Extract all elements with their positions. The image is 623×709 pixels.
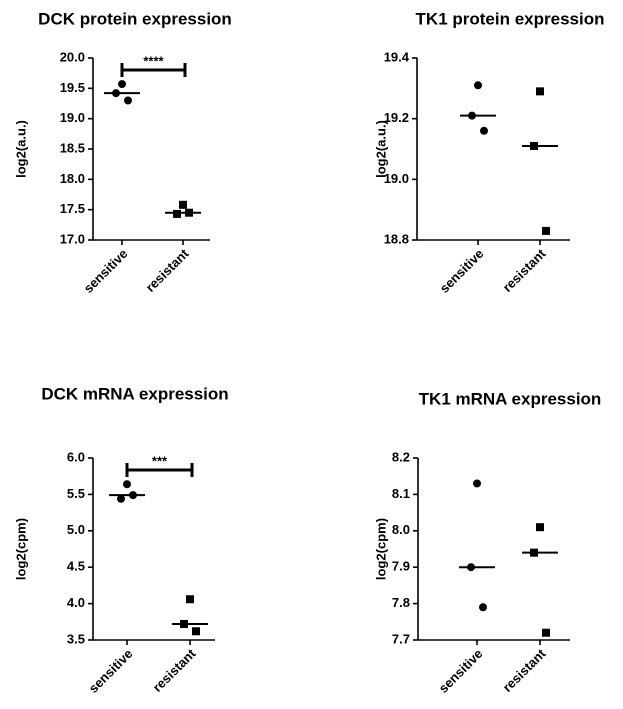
y-tick-label: 17.5 (60, 201, 85, 216)
data-point (480, 126, 488, 135)
chart-title: TK1 mRNA expression (419, 389, 602, 408)
data-point (192, 627, 200, 636)
data-point (179, 200, 187, 209)
y-tick-label: 19.2 (384, 110, 409, 125)
y-tick-label: 18.0 (60, 171, 85, 186)
x-tick-label: resistant (500, 245, 549, 294)
y-tick-label: 3.5 (67, 631, 85, 646)
x-tick-label: sensitive (437, 246, 487, 296)
y-tick-label: 19.4 (384, 49, 410, 64)
y-tick-label: 4.0 (67, 595, 85, 610)
y-tick-label: 5.5 (67, 486, 85, 501)
chart-title: DCK protein expression (38, 9, 232, 28)
y-tick-label: 7.7 (392, 631, 410, 646)
x-tick-label: sensitive (81, 246, 131, 296)
y-tick-label: 8.1 (392, 486, 410, 501)
y-tick-label: 5.0 (67, 522, 85, 537)
data-point (123, 480, 131, 489)
y-tick-label: 7.9 (392, 559, 410, 574)
y-tick-label: 18.5 (60, 140, 85, 155)
y-axis-label: log2(a.u.) (13, 120, 28, 178)
data-point (118, 80, 126, 89)
data-point (186, 595, 194, 604)
data-point (536, 523, 544, 532)
y-tick-label: 4.5 (67, 559, 85, 574)
data-point (124, 96, 132, 105)
data-point (542, 628, 550, 637)
data-point (479, 603, 487, 612)
y-tick-label: 19.0 (60, 110, 85, 125)
x-tick-label: resistant (150, 645, 199, 694)
y-tick-label: 17.0 (60, 231, 85, 246)
x-tick-label: resistant (143, 245, 192, 294)
data-point (542, 226, 550, 235)
significance-label: *** (152, 453, 168, 468)
chart-title: DCK mRNA expression (41, 384, 228, 403)
y-tick-label: 20.0 (60, 49, 85, 64)
chart-title: TK1 protein expression (416, 9, 605, 28)
y-tick-label: 18.8 (384, 231, 409, 246)
y-tick-label: 19.5 (60, 80, 85, 95)
y-axis-label: log2(a.u.) (373, 120, 388, 178)
x-tick-label: sensitive (436, 646, 486, 696)
data-point (536, 87, 544, 96)
data-point (173, 209, 181, 218)
y-tick-label: 8.0 (392, 522, 410, 537)
y-axis-label: log2(cpm) (13, 518, 28, 580)
data-point (474, 81, 482, 90)
y-tick-label: 6.0 (67, 449, 85, 464)
significance-label: **** (143, 53, 164, 68)
x-tick-label: resistant (500, 645, 549, 694)
y-tick-label: 19.0 (384, 171, 409, 186)
data-point (473, 479, 481, 488)
y-axis-label: log2(cpm) (373, 518, 388, 580)
y-tick-label: 8.2 (392, 449, 410, 464)
y-tick-label: 7.8 (392, 595, 410, 610)
data-point (117, 494, 125, 503)
x-tick-label: sensitive (86, 646, 136, 696)
